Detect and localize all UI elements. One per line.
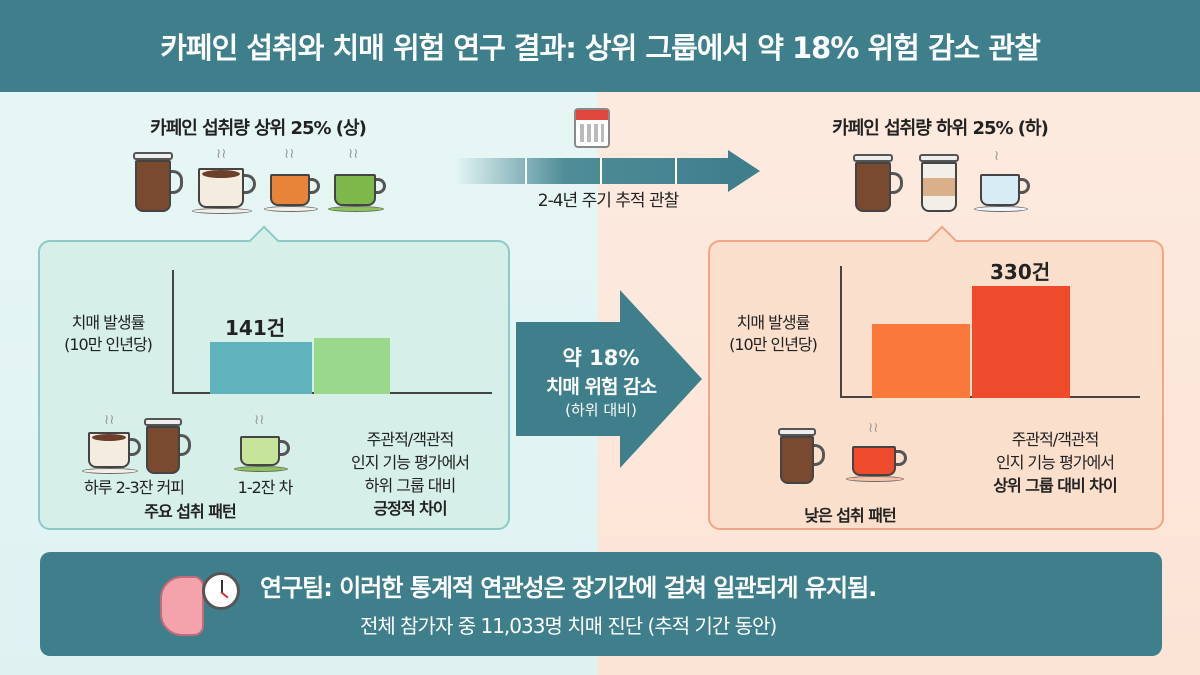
note-line-emphasis: 긍정적 차이 xyxy=(373,499,447,518)
risk-reduction-text: 약 18% 치매 위험 감소 (하위 대비) xyxy=(516,342,686,420)
risk-comparison: (하위 대비) xyxy=(565,401,637,419)
chart-y-label-line2: (10만 인년당) xyxy=(729,335,818,354)
page-title: 카페인 섭취와 치매 위험 연구 결과: 상위 그룹에서 약 18% 위험 감소… xyxy=(160,31,1041,65)
bar-high-group-secondary xyxy=(314,338,390,394)
note-line-emphasis: 상위 그룹 대비 차이 xyxy=(993,476,1117,495)
high-group-cups: ≀≀ ≀≀ ≀≀ xyxy=(130,147,400,218)
clock-icon xyxy=(202,572,240,610)
coffee-intake-label: 하루 2-3잔 커피 xyxy=(84,478,185,497)
cognitive-note: 주관적/객관적 인지 기능 평가에서 하위 그룹 대비 긍정적 차이 xyxy=(320,428,500,520)
brain-icon xyxy=(160,576,204,636)
risk-percent: 약 18% xyxy=(562,346,640,370)
summary-banner: 연구팀: 이러한 통계적 연관성은 장기간에 걸쳐 일관되게 유지됨. 전체 참… xyxy=(40,552,1162,656)
summary-detail: 전체 참가자 중 11,033명 치매 진단 (추적 기간 동안) xyxy=(360,614,777,638)
timeline-label: 2-4년 주기 추적 관찰 xyxy=(537,191,679,211)
pattern-label: 낮은 섭취 패턴 xyxy=(804,506,896,525)
timeline-bar xyxy=(455,158,730,184)
low-group-panel: 치매 발생률 (10만 인년당) 330건 ≀≀ 낮은 섭취 패턴 주관적/객관… xyxy=(708,225,1164,530)
bar-value-label: 330건 xyxy=(990,260,1051,284)
bar-low-group xyxy=(972,286,1070,398)
cognitive-note: 주관적/객관적 인지 기능 평가에서 상위 그룹 대비 차이 xyxy=(960,428,1150,497)
note-line: 하위 그룹 대비 xyxy=(364,476,457,495)
risk-reduction-arrow xyxy=(516,290,702,468)
bar-high-group xyxy=(210,342,312,394)
header: 카페인 섭취와 치매 위험 연구 결과: 상위 그룹에서 약 18% 위험 감소… xyxy=(0,0,1200,92)
chart-y-label-line1: 치매 발생률 xyxy=(736,313,811,332)
high-group-panel: 치매 발생률 (10만 인년당) 141건 ≀≀ ≀≀ 하루 2-3잔 커피 1… xyxy=(38,225,510,530)
summary-headline: 연구팀: 이러한 통계적 연관성은 장기간에 걸쳐 일관되게 유지됨. xyxy=(260,574,877,602)
chart-y-label: 치매 발생률 (10만 인년당) xyxy=(718,312,828,356)
note-line: 인지 기능 평가에서 xyxy=(996,453,1115,472)
low-group-cups: ≀ xyxy=(853,149,1045,216)
bar-value-label: 141건 xyxy=(225,316,286,340)
high-group-heading: 카페인 섭취량 상위 25% (상) xyxy=(150,118,367,139)
timeline-arrow-head xyxy=(728,150,760,192)
note-line: 주관적/객관적 xyxy=(366,430,455,449)
chart-y-label-line2: (10만 인년당) xyxy=(64,335,153,354)
note-line: 인지 기능 평가에서 xyxy=(351,453,470,472)
tea-intake-label: 1-2잔 차 xyxy=(237,478,294,497)
low-pattern-cups: ≀≀ xyxy=(778,421,920,484)
pattern-label: 주요 섭취 패턴 xyxy=(144,502,236,521)
low-group-heading: 카페인 섭취량 하위 25% (하) xyxy=(832,118,1049,139)
calendar-icon xyxy=(574,108,610,148)
bar-low-group-secondary xyxy=(872,324,970,398)
note-line: 주관적/객관적 xyxy=(1011,430,1100,449)
chart-y-label-line1: 치매 발생률 xyxy=(71,313,146,332)
risk-label: 치매 위험 감소 xyxy=(545,376,657,398)
chart-y-label: 치매 발생률 (10만 인년당) xyxy=(48,312,168,356)
intake-pattern-cups: ≀≀ ≀≀ xyxy=(80,413,330,474)
